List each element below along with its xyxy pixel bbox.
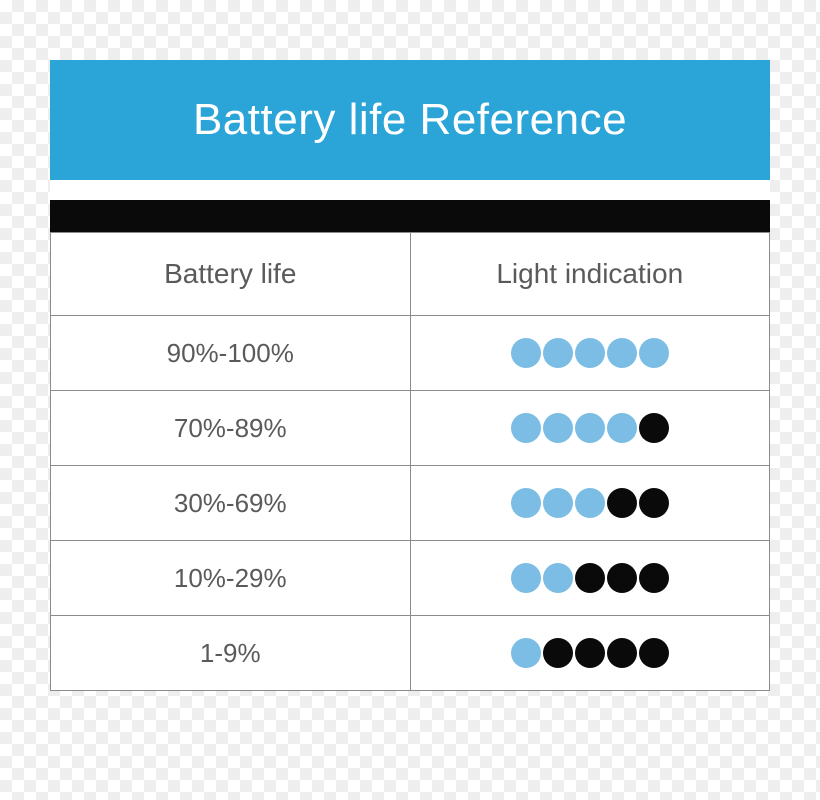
dots-cell bbox=[410, 541, 770, 616]
range-cell: 10%-29% bbox=[51, 541, 411, 616]
dot-row bbox=[412, 488, 769, 518]
led-on-icon bbox=[607, 413, 637, 443]
table-header-row: Battery life Light indication bbox=[51, 233, 770, 316]
led-on-icon bbox=[511, 638, 541, 668]
led-off-icon bbox=[607, 563, 637, 593]
led-off-icon bbox=[575, 563, 605, 593]
table-row: 70%-89% bbox=[51, 391, 770, 466]
range-cell: 30%-69% bbox=[51, 466, 411, 541]
led-on-icon bbox=[607, 338, 637, 368]
led-on-icon bbox=[511, 563, 541, 593]
led-on-icon bbox=[511, 488, 541, 518]
led-off-icon bbox=[639, 563, 669, 593]
dots-cell bbox=[410, 616, 770, 691]
black-divider bbox=[50, 200, 770, 232]
table-row: 30%-69% bbox=[51, 466, 770, 541]
led-on-icon bbox=[543, 563, 573, 593]
title-bar: Battery life Reference bbox=[50, 60, 770, 180]
title-gap bbox=[50, 180, 770, 200]
table-body: 90%-100%70%-89%30%-69%10%-29%1-9% bbox=[51, 316, 770, 691]
battery-table: Battery life Light indication 90%-100%70… bbox=[50, 232, 770, 691]
led-on-icon bbox=[511, 338, 541, 368]
dots-cell bbox=[410, 466, 770, 541]
dot-row bbox=[412, 563, 769, 593]
col-light-indication: Light indication bbox=[410, 233, 770, 316]
led-off-icon bbox=[543, 638, 573, 668]
dot-row bbox=[412, 338, 769, 368]
led-on-icon bbox=[543, 488, 573, 518]
led-off-icon bbox=[639, 413, 669, 443]
table-row: 90%-100% bbox=[51, 316, 770, 391]
reference-card: Battery life Reference Battery life Ligh… bbox=[50, 60, 770, 691]
card-title: Battery life Reference bbox=[193, 95, 627, 145]
led-off-icon bbox=[639, 638, 669, 668]
led-on-icon bbox=[575, 413, 605, 443]
led-on-icon bbox=[575, 488, 605, 518]
led-off-icon bbox=[607, 638, 637, 668]
col-battery-life: Battery life bbox=[51, 233, 411, 316]
led-on-icon bbox=[511, 413, 541, 443]
led-off-icon bbox=[607, 488, 637, 518]
dot-row bbox=[412, 413, 769, 443]
led-on-icon bbox=[575, 338, 605, 368]
range-cell: 90%-100% bbox=[51, 316, 411, 391]
table-row: 10%-29% bbox=[51, 541, 770, 616]
led-on-icon bbox=[639, 338, 669, 368]
dots-cell bbox=[410, 391, 770, 466]
table-row: 1-9% bbox=[51, 616, 770, 691]
dot-row bbox=[412, 638, 769, 668]
led-on-icon bbox=[543, 413, 573, 443]
led-off-icon bbox=[575, 638, 605, 668]
led-on-icon bbox=[543, 338, 573, 368]
led-off-icon bbox=[639, 488, 669, 518]
dots-cell bbox=[410, 316, 770, 391]
range-cell: 70%-89% bbox=[51, 391, 411, 466]
range-cell: 1-9% bbox=[51, 616, 411, 691]
